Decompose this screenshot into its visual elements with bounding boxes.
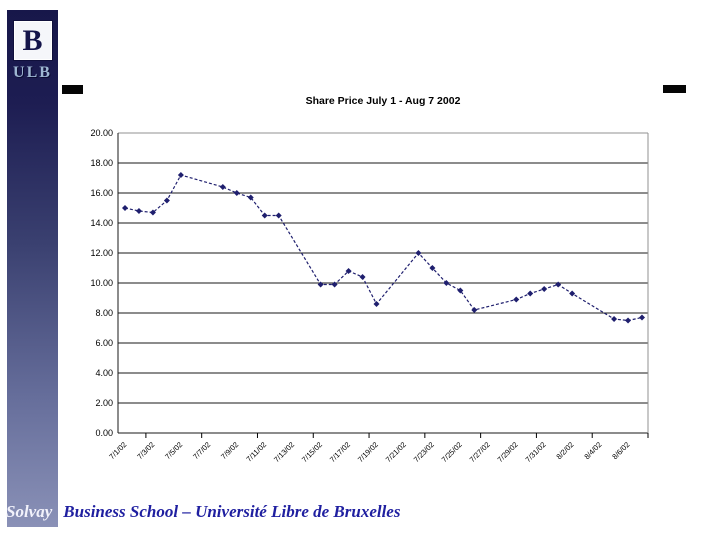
footer-solvay: Solvay (6, 502, 53, 521)
svg-text:7/15/02: 7/15/02 (300, 440, 324, 464)
chart-title: Share Price July 1 - Aug 7 2002 (305, 95, 461, 107)
svg-text:7/5/02: 7/5/02 (163, 440, 184, 461)
svg-text:7/9/02: 7/9/02 (219, 440, 240, 461)
svg-text:8.00: 8.00 (95, 308, 113, 318)
template-dash-right (663, 85, 686, 93)
ulb-logo-mark: B (12, 20, 53, 61)
ulb-logo: B ULB (7, 10, 58, 82)
svg-text:7/11/02: 7/11/02 (244, 440, 268, 464)
svg-text:7/29/02: 7/29/02 (496, 440, 520, 464)
svg-text:7/7/02: 7/7/02 (191, 440, 212, 461)
footer-institution: Business School – Université Libre de Br… (63, 502, 401, 521)
svg-text:7/25/02: 7/25/02 (440, 440, 464, 464)
svg-text:2.00: 2.00 (95, 398, 113, 408)
svg-text:7/17/02: 7/17/02 (328, 440, 352, 464)
ulb-logo-label: ULB (13, 64, 52, 81)
svg-text:18.00: 18.00 (90, 158, 113, 168)
svg-text:16.00: 16.00 (90, 188, 113, 198)
svg-text:4.00: 4.00 (95, 368, 113, 378)
svg-text:14.00: 14.00 (90, 218, 113, 228)
svg-text:7/3/02: 7/3/02 (135, 440, 156, 461)
svg-text:8/6/02: 8/6/02 (610, 440, 631, 461)
svg-text:8/2/02: 8/2/02 (554, 440, 575, 461)
gradient-sidebar: B ULB (7, 10, 58, 527)
svg-text:8/4/02: 8/4/02 (582, 440, 603, 461)
svg-text:7/19/02: 7/19/02 (356, 440, 380, 464)
svg-text:6.00: 6.00 (95, 338, 113, 348)
svg-text:7/1/02: 7/1/02 (107, 440, 128, 461)
svg-text:10.00: 10.00 (90, 278, 113, 288)
template-dash-left (62, 85, 83, 94)
svg-text:0.00: 0.00 (95, 428, 113, 438)
svg-text:7/31/02: 7/31/02 (524, 440, 548, 464)
svg-text:7/21/02: 7/21/02 (384, 440, 408, 464)
svg-text:20.00: 20.00 (90, 128, 113, 138)
ulb-logo-b-glyph: B (22, 23, 43, 57)
svg-text:7/23/02: 7/23/02 (412, 440, 436, 464)
footer: Solvay Business School – Université Libre… (6, 502, 400, 522)
svg-text:12.00: 12.00 (90, 248, 113, 258)
svg-text:7/13/02: 7/13/02 (272, 440, 296, 464)
svg-text:7/27/02: 7/27/02 (468, 440, 492, 464)
